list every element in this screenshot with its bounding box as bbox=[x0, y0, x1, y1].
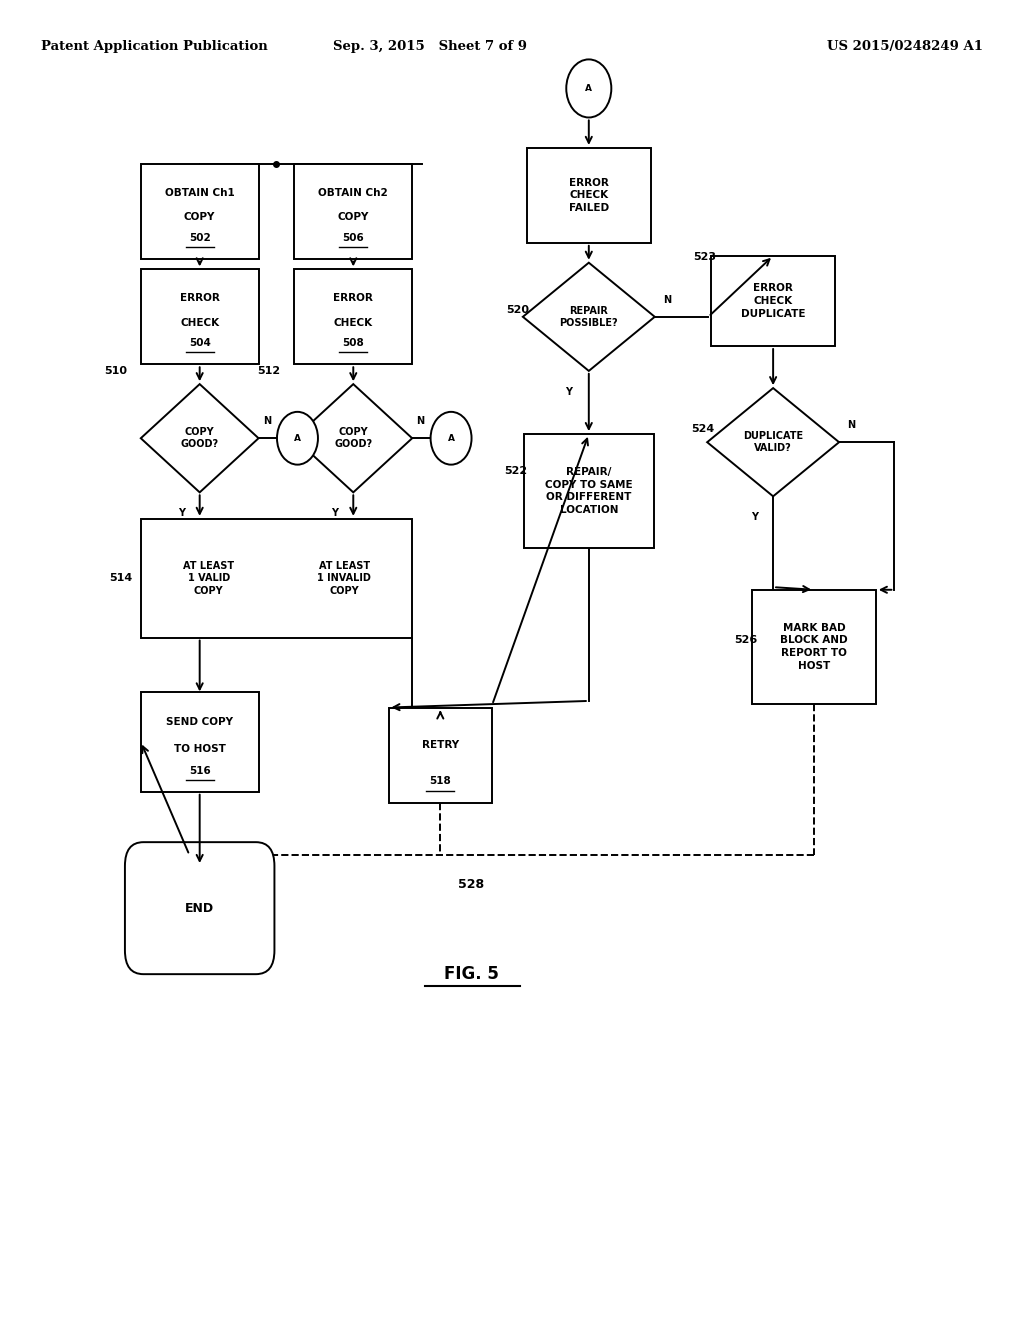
FancyBboxPatch shape bbox=[125, 842, 274, 974]
Text: US 2015/0248249 A1: US 2015/0248249 A1 bbox=[827, 40, 983, 53]
Bar bbox=[141, 164, 258, 259]
Polygon shape bbox=[141, 384, 258, 492]
Text: Patent Application Publication: Patent Application Publication bbox=[41, 40, 267, 53]
Text: COPY: COPY bbox=[338, 213, 369, 222]
Text: 520: 520 bbox=[507, 305, 529, 315]
Text: COPY
GOOD?: COPY GOOD? bbox=[180, 428, 219, 449]
Text: A: A bbox=[447, 434, 455, 442]
Text: CHECK: CHECK bbox=[334, 318, 373, 327]
Polygon shape bbox=[295, 384, 412, 492]
Text: CHECK: CHECK bbox=[180, 318, 219, 327]
Bar bbox=[295, 269, 412, 364]
Text: ERROR: ERROR bbox=[180, 293, 219, 304]
Bar bbox=[295, 164, 412, 259]
Text: 523: 523 bbox=[693, 252, 717, 263]
Text: 518: 518 bbox=[429, 776, 452, 787]
Text: 502: 502 bbox=[188, 232, 211, 243]
Text: SEND COPY: SEND COPY bbox=[166, 717, 233, 727]
Circle shape bbox=[430, 412, 471, 465]
Bar bbox=[141, 519, 412, 638]
Text: COPY: COPY bbox=[184, 213, 215, 222]
Text: 528: 528 bbox=[458, 878, 484, 891]
Text: OBTAIN Ch2: OBTAIN Ch2 bbox=[318, 187, 388, 198]
Text: COPY
GOOD?: COPY GOOD? bbox=[334, 428, 373, 449]
Text: AT LEAST
1 INVALID
COPY: AT LEAST 1 INVALID COPY bbox=[317, 561, 372, 595]
Text: ERROR
CHECK
DUPLICATE: ERROR CHECK DUPLICATE bbox=[741, 284, 805, 318]
Text: Y: Y bbox=[565, 387, 571, 397]
Text: N: N bbox=[263, 416, 270, 426]
Text: 524: 524 bbox=[691, 424, 714, 434]
Circle shape bbox=[566, 59, 611, 117]
Text: Sep. 3, 2015   Sheet 7 of 9: Sep. 3, 2015 Sheet 7 of 9 bbox=[333, 40, 527, 53]
Text: REPAIR
POSSIBLE?: REPAIR POSSIBLE? bbox=[559, 306, 618, 327]
Text: TO HOST: TO HOST bbox=[174, 743, 225, 754]
Text: N: N bbox=[847, 420, 855, 430]
Polygon shape bbox=[708, 388, 839, 496]
Text: A: A bbox=[586, 84, 592, 92]
Text: 506: 506 bbox=[342, 232, 365, 243]
Text: 516: 516 bbox=[188, 766, 211, 776]
Text: DUPLICATE
VALID?: DUPLICATE VALID? bbox=[743, 432, 803, 453]
Text: A: A bbox=[294, 434, 301, 442]
Text: N: N bbox=[663, 294, 671, 305]
Text: END: END bbox=[185, 902, 214, 915]
Text: 512: 512 bbox=[257, 366, 281, 376]
Text: Y: Y bbox=[332, 508, 338, 519]
Text: FIG. 5: FIG. 5 bbox=[443, 965, 499, 983]
Circle shape bbox=[276, 412, 317, 465]
Text: 514: 514 bbox=[109, 573, 132, 583]
Text: REPAIR/
COPY TO SAME
OR DIFFERENT
LOCATION: REPAIR/ COPY TO SAME OR DIFFERENT LOCATI… bbox=[545, 467, 633, 515]
Bar bbox=[524, 434, 653, 548]
Text: ERROR: ERROR bbox=[334, 293, 373, 304]
Text: 510: 510 bbox=[103, 366, 127, 376]
Text: 526: 526 bbox=[734, 635, 758, 645]
Text: ERROR
CHECK
FAILED: ERROR CHECK FAILED bbox=[568, 178, 609, 213]
Text: Y: Y bbox=[752, 512, 758, 523]
Bar bbox=[712, 256, 835, 346]
Text: OBTAIN Ch1: OBTAIN Ch1 bbox=[165, 187, 234, 198]
Text: AT LEAST
1 VALID
COPY: AT LEAST 1 VALID COPY bbox=[183, 561, 234, 595]
Bar bbox=[388, 708, 493, 803]
Bar bbox=[753, 590, 876, 704]
Bar bbox=[527, 148, 650, 243]
Text: 522: 522 bbox=[504, 466, 527, 477]
Text: RETRY: RETRY bbox=[422, 739, 459, 750]
Bar bbox=[141, 692, 258, 792]
Text: MARK BAD
BLOCK AND
REPORT TO
HOST: MARK BAD BLOCK AND REPORT TO HOST bbox=[780, 623, 848, 671]
Bar bbox=[141, 269, 258, 364]
Text: N: N bbox=[417, 416, 424, 426]
Text: Y: Y bbox=[178, 508, 184, 519]
Text: 504: 504 bbox=[188, 338, 211, 348]
Polygon shape bbox=[523, 263, 654, 371]
Text: 508: 508 bbox=[342, 338, 365, 348]
